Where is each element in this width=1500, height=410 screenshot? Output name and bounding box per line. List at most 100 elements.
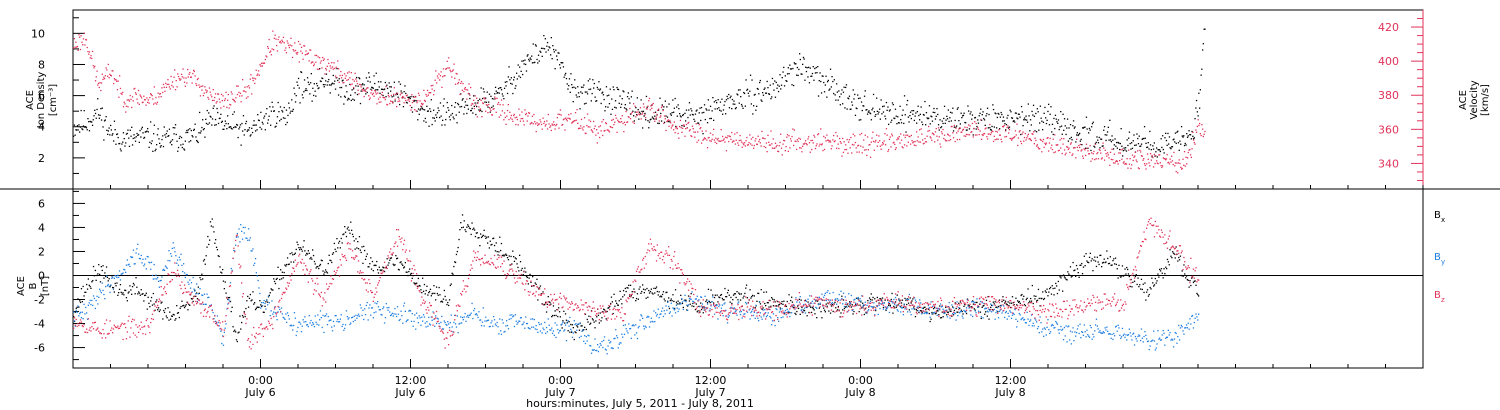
data-point	[1120, 276, 1122, 278]
data-point	[1146, 146, 1149, 148]
data-point	[423, 316, 426, 318]
data-point	[1054, 114, 1057, 116]
data-point	[969, 125, 971, 127]
data-point	[319, 319, 321, 321]
data-point	[859, 97, 861, 99]
data-point	[677, 104, 679, 106]
data-point	[426, 110, 429, 112]
data-point	[617, 121, 620, 123]
data-point	[534, 61, 536, 63]
data-point	[972, 136, 974, 138]
data-point	[114, 79, 116, 81]
data-point	[1156, 162, 1158, 164]
data-point	[445, 111, 448, 113]
data-point	[249, 293, 251, 296]
data-point	[776, 144, 778, 147]
data-point	[265, 308, 267, 310]
data-point	[358, 93, 360, 95]
data-point	[209, 305, 211, 307]
data-point	[824, 311, 826, 313]
data-point	[841, 295, 843, 297]
data-point	[420, 106, 423, 108]
data-point	[603, 130, 605, 132]
data-point	[454, 106, 456, 108]
data-point	[766, 302, 768, 304]
data-point	[150, 300, 152, 302]
data-point	[152, 98, 154, 100]
data-point	[976, 301, 978, 304]
data-point	[1178, 149, 1180, 151]
data-point	[886, 134, 888, 136]
data-point	[765, 305, 767, 307]
data-point	[334, 248, 336, 250]
data-point	[700, 127, 702, 129]
data-point	[1122, 148, 1124, 150]
data-point	[425, 93, 427, 96]
data-point	[675, 127, 677, 129]
data-point	[415, 282, 417, 285]
data-point	[676, 303, 678, 305]
data-point	[154, 102, 156, 104]
data-point	[518, 108, 520, 110]
data-point	[495, 111, 497, 113]
data-point	[212, 226, 214, 228]
data-point	[977, 127, 979, 129]
x-tick-label-time: 12:00	[995, 374, 1027, 387]
data-point	[671, 112, 673, 114]
data-point	[94, 112, 97, 115]
data-point	[922, 139, 924, 141]
data-point	[706, 299, 708, 301]
data-point	[278, 306, 280, 308]
data-point	[1123, 147, 1125, 149]
data-point	[773, 89, 775, 91]
data-point	[717, 301, 719, 303]
data-point	[1014, 130, 1017, 132]
data-point	[487, 236, 490, 238]
data-point	[1044, 290, 1046, 292]
data-point	[862, 146, 864, 148]
data-point	[640, 292, 642, 294]
data-point	[280, 118, 282, 120]
data-point	[129, 285, 131, 287]
data-point	[188, 303, 190, 306]
data-point	[442, 119, 444, 121]
data-point	[486, 91, 488, 93]
data-point	[784, 305, 787, 307]
data-point	[680, 294, 682, 296]
data-point	[258, 287, 260, 289]
data-point	[679, 115, 682, 117]
data-point	[524, 109, 526, 111]
data-point	[949, 117, 951, 119]
data-point	[268, 115, 270, 117]
data-point	[543, 304, 545, 306]
data-point	[800, 147, 802, 149]
data-point	[793, 84, 795, 87]
data-point	[608, 131, 611, 133]
data-point	[1110, 141, 1112, 143]
data-point	[432, 311, 434, 313]
data-point	[345, 85, 347, 87]
data-point	[506, 320, 508, 322]
data-point	[453, 321, 455, 324]
x-tick-label-date: July 8	[994, 386, 1025, 399]
data-point	[494, 250, 497, 252]
data-point	[712, 294, 714, 296]
data-point	[132, 137, 134, 140]
data-point	[853, 98, 855, 100]
data-point	[115, 285, 117, 287]
data-point	[1084, 149, 1086, 151]
data-point	[91, 57, 93, 60]
data-point	[306, 53, 309, 55]
data-point	[217, 255, 219, 257]
data-point	[230, 127, 232, 129]
data-point	[470, 109, 472, 112]
data-point	[759, 79, 761, 82]
data-point	[968, 110, 970, 112]
data-point	[670, 114, 672, 116]
data-point	[833, 79, 835, 81]
data-point	[1039, 305, 1041, 307]
data-point	[297, 326, 299, 329]
data-point	[1139, 145, 1141, 147]
data-point	[364, 314, 367, 316]
data-point	[270, 54, 272, 56]
